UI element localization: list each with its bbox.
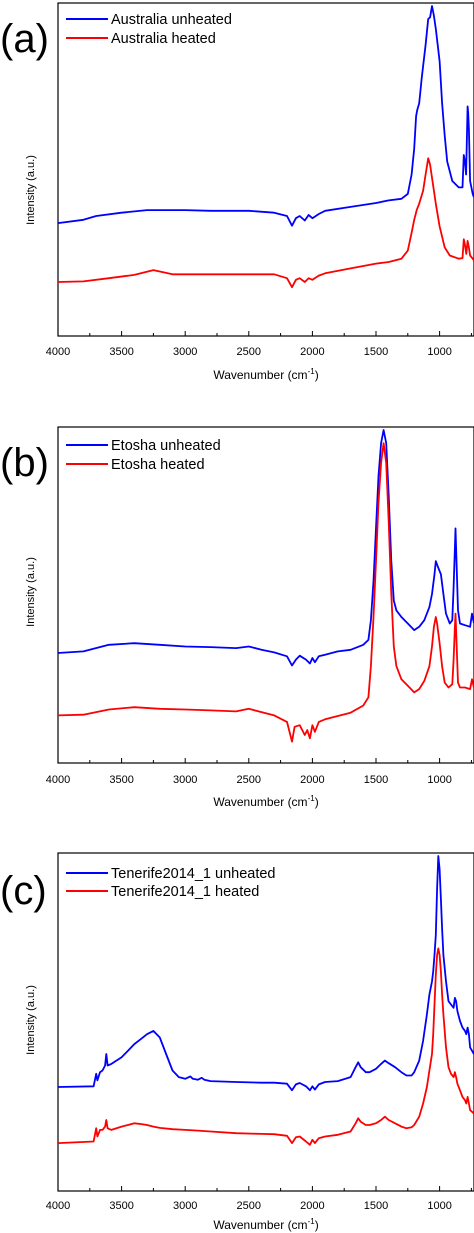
panel-c-legend: Tenerife2014_1 unheated Tenerife2014_1 h… — [66, 866, 275, 900]
panel-c-x-tick-label: 1000 — [427, 1200, 451, 1212]
panel-a-y-axis-title: Intensity (a.u.) — [25, 155, 37, 225]
panel-a: (a) 4000 3500 3000 2500 2000 1500 1000 W… — [0, 2, 474, 382]
panel-c-x-tick-label: 2000 — [300, 1200, 324, 1212]
panel-a-legend: Australia unheated Australia heated — [66, 12, 232, 47]
panel-b-tick-labels: 4000 3500 3000 2500 2000 1500 1000 — [46, 774, 452, 786]
panel-a-x-tick-label: 1000 — [427, 346, 451, 358]
panel-b-x-tick-label: 1000 — [427, 774, 451, 786]
panel-c-legend-label-unheated: Tenerife2014_1 unheated — [111, 866, 275, 882]
panel-c-series-heated-line — [57, 947, 474, 1146]
panel-b-series-unheated-line — [57, 429, 474, 667]
panel-a-series-lines — [57, 5, 474, 289]
panel-c-x-tick-label: 3500 — [109, 1200, 133, 1212]
panel-b-x-tick-label: 3500 — [109, 774, 133, 786]
panel-b-series-heated-line — [57, 442, 474, 743]
panel-a-x-tick-label: 4000 — [46, 346, 70, 358]
panel-b-label: (b) — [0, 441, 49, 485]
panel-a-x-tick-label: 2500 — [237, 346, 261, 358]
panel-b-x-tick-label: 2500 — [237, 774, 261, 786]
panel-b-x-axis-title: Wavenumber (cm-1) — [213, 794, 318, 809]
panel-c-x-tick-label: 2500 — [237, 1200, 261, 1212]
panel-c-x-tick-label: 1500 — [364, 1200, 388, 1212]
panel-b-legend-label-heated: Etosha heated — [111, 457, 205, 473]
panel-c-tick-labels: 4000 3500 3000 2500 2000 1500 1000 — [46, 1200, 452, 1212]
panel-c-x-tick-label: 3000 — [173, 1200, 197, 1212]
panel-c-x-axis-title: Wavenumber (cm-1) — [213, 1217, 318, 1232]
panel-b-legend-label-unheated: Etosha unheated — [111, 438, 221, 454]
panel-c-x-tick-label: 4000 — [46, 1200, 70, 1212]
panel-c-y-axis-title: Intensity (a.u.) — [25, 985, 37, 1055]
panel-b-legend: Etosha unheated Etosha heated — [66, 438, 221, 473]
panel-b-plot-frame — [57, 426, 474, 764]
panel-c-series-lines — [57, 855, 474, 1146]
panel-b-x-tick-label: 2000 — [300, 774, 324, 786]
panel-b-y-axis-title: Intensity (a.u.) — [25, 557, 37, 627]
panel-c-plot-frame — [57, 852, 474, 1192]
panel-a-x-tick-label: 3000 — [173, 346, 197, 358]
panel-b-x-tick-label: 1500 — [364, 774, 388, 786]
panel-c-ticks — [57, 1186, 472, 1191]
panel-a-ticks — [57, 331, 472, 336]
panel-a-x-axis-title: Wavenumber (cm-1) — [213, 367, 318, 382]
panel-b-x-tick-label: 3000 — [173, 774, 197, 786]
panel-a-legend-label-heated: Australia heated — [111, 31, 216, 47]
panel-a-plot-frame — [57, 2, 474, 337]
panel-c-series-unheated-line — [57, 855, 474, 1092]
panel-a-tick-labels: 4000 3500 3000 2500 2000 1500 1000 — [46, 346, 452, 358]
panel-a-label: (a) — [0, 17, 49, 61]
panel-c: (c) 4000 3500 3000 2500 2000 1500 1000 W… — [0, 852, 474, 1232]
panel-b-ticks — [57, 758, 472, 763]
panel-b-series-lines — [57, 429, 474, 743]
panel-b-x-tick-label: 4000 — [46, 774, 70, 786]
panel-a-x-tick-label: 3500 — [109, 346, 133, 358]
panel-a-series-unheated-line — [57, 5, 474, 227]
panel-b: (b) 4000 3500 3000 2500 2000 1500 1000 W… — [0, 426, 474, 809]
panel-a-series-heated-line — [57, 157, 474, 289]
panel-c-label: (c) — [0, 869, 47, 913]
panel-c-legend-label-heated: Tenerife2014_1 heated — [111, 884, 259, 900]
panel-a-legend-label-unheated: Australia unheated — [111, 12, 232, 28]
panel-a-x-tick-label: 1500 — [364, 346, 388, 358]
panel-a-x-tick-label: 2000 — [300, 346, 324, 358]
